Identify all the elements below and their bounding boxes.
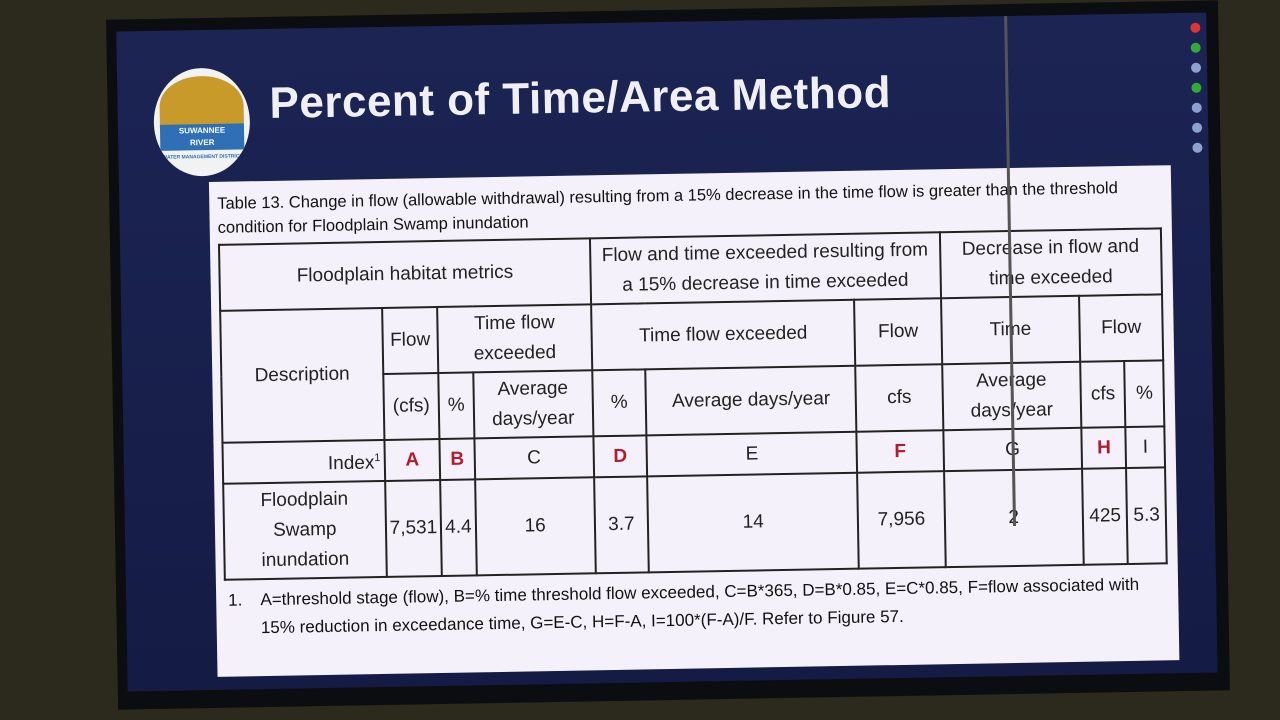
- footnote-number: 1.: [228, 590, 243, 611]
- group-header: Flow and time exceeded resulting from a …: [589, 232, 941, 305]
- index-label-text: Index: [327, 452, 375, 475]
- group-header: Decrease in flow and time exceeded: [939, 228, 1163, 299]
- logo-text: WATER MANAGEMENT DISTRICT: [162, 153, 243, 161]
- tool-icon[interactable]: [1192, 142, 1203, 153]
- data-cell: 16: [474, 477, 596, 576]
- toolbar: [1190, 22, 1203, 163]
- group-header: Floodplain habitat metrics: [219, 238, 591, 311]
- tool-icon[interactable]: [1190, 22, 1201, 33]
- tool-icon[interactable]: [1191, 82, 1202, 93]
- footnote-text: A=threshold stage (flow), B=% time thres…: [260, 575, 1140, 638]
- sub-header: Flow: [854, 298, 942, 366]
- index-cell: A: [384, 438, 441, 482]
- slide: SUWANNEE RIVER WATER MANAGEMENT DISTRICT…: [116, 12, 1218, 692]
- sub-header: Flow: [1079, 294, 1164, 362]
- data-cell: 4.4: [440, 479, 477, 577]
- index-cell: H: [1081, 427, 1127, 470]
- index-label: Index1: [222, 439, 385, 485]
- unit-header: (cfs): [382, 373, 440, 440]
- unit-header: Average days/year: [472, 370, 594, 439]
- logo-text: RIVER: [189, 137, 215, 148]
- table-panel: Table 13. Change in flow (allowable with…: [208, 165, 1180, 677]
- sub-header: Time flow exceeded: [437, 304, 593, 374]
- index-cell: B: [439, 438, 475, 481]
- data-table: Floodplain habitat metrics Flow and time…: [218, 227, 1168, 581]
- tool-icon[interactable]: [1190, 62, 1202, 73]
- sub-header: Time flow exceeded: [590, 299, 856, 371]
- unit-header: %: [1124, 360, 1165, 428]
- data-cell: 7,956: [857, 471, 946, 570]
- unit-header: %: [592, 369, 647, 437]
- index-cell: C: [474, 436, 594, 480]
- data-cell: 7,531: [384, 480, 443, 578]
- index-cell: D: [593, 435, 648, 478]
- row-label: Floodplain Swamp inundation: [223, 481, 387, 581]
- sub-header: Flow: [381, 307, 439, 374]
- data-row: Floodplain Swamp inundation 7,531 4.4 16 3.7…: [223, 467, 1167, 581]
- index-note: 1: [374, 452, 381, 465]
- index-cell: F: [856, 430, 944, 474]
- monitor: SUWANNEE RIVER WATER MANAGEMENT DISTRICT…: [106, 0, 1230, 710]
- logo: SUWANNEE RIVER WATER MANAGEMENT DISTRICT: [152, 67, 251, 177]
- tool-icon[interactable]: [1192, 122, 1203, 133]
- slide-title: Percent of Time/Area Method: [269, 68, 892, 128]
- tool-icon[interactable]: [1191, 102, 1202, 113]
- tool-icon[interactable]: [1190, 42, 1201, 53]
- sub-header: Description: [220, 307, 385, 443]
- index-cell: I: [1125, 426, 1166, 469]
- data-cell: 14: [647, 473, 860, 573]
- footnote: 1. A=threshold stage (flow), B=% time th…: [228, 571, 1167, 643]
- logo-text: SUWANNEE: [178, 125, 226, 136]
- data-cell: 425: [1082, 468, 1129, 566]
- unit-header: cfs: [855, 364, 943, 432]
- data-cell: 3.7: [593, 476, 649, 574]
- unit-header: Average days/year: [645, 365, 857, 436]
- index-cell: E: [646, 431, 858, 477]
- data-cell: 5.3: [1126, 467, 1167, 565]
- unit-header: cfs: [1080, 361, 1126, 428]
- unit-header: %: [438, 372, 475, 439]
